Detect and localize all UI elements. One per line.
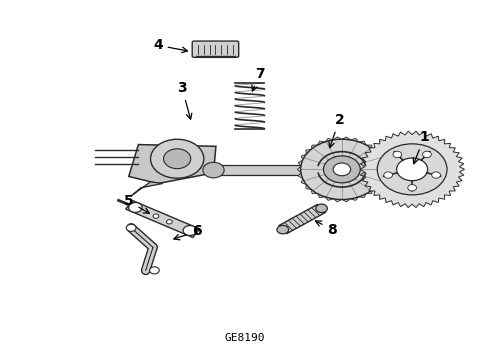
Circle shape bbox=[432, 172, 441, 178]
Text: 8: 8 bbox=[316, 221, 337, 237]
Circle shape bbox=[333, 163, 351, 176]
FancyBboxPatch shape bbox=[214, 165, 322, 175]
Circle shape bbox=[323, 156, 360, 183]
Circle shape bbox=[150, 139, 204, 178]
Text: 2: 2 bbox=[329, 113, 344, 148]
Text: 6: 6 bbox=[174, 224, 201, 240]
Circle shape bbox=[301, 139, 383, 199]
Text: 4: 4 bbox=[153, 38, 188, 53]
Polygon shape bbox=[297, 137, 387, 202]
Circle shape bbox=[164, 149, 191, 168]
Circle shape bbox=[408, 185, 416, 191]
Circle shape bbox=[384, 172, 392, 178]
Text: 7: 7 bbox=[252, 67, 264, 91]
Polygon shape bbox=[131, 182, 163, 196]
Text: 1: 1 bbox=[413, 130, 429, 164]
Circle shape bbox=[167, 220, 172, 224]
Circle shape bbox=[396, 158, 428, 181]
Polygon shape bbox=[279, 204, 326, 234]
Text: 3: 3 bbox=[177, 81, 192, 119]
Circle shape bbox=[316, 204, 327, 213]
Circle shape bbox=[149, 267, 159, 274]
Circle shape bbox=[377, 144, 447, 195]
Polygon shape bbox=[360, 131, 465, 207]
Circle shape bbox=[203, 162, 224, 178]
Polygon shape bbox=[129, 145, 216, 184]
Circle shape bbox=[126, 224, 136, 231]
Circle shape bbox=[153, 214, 159, 218]
Circle shape bbox=[128, 203, 142, 212]
FancyBboxPatch shape bbox=[192, 41, 239, 57]
Circle shape bbox=[422, 151, 431, 158]
Text: 5: 5 bbox=[124, 194, 149, 213]
Polygon shape bbox=[126, 201, 199, 238]
Circle shape bbox=[393, 151, 402, 158]
Circle shape bbox=[277, 225, 289, 234]
Text: GE8190: GE8190 bbox=[225, 333, 265, 343]
Circle shape bbox=[183, 226, 196, 235]
